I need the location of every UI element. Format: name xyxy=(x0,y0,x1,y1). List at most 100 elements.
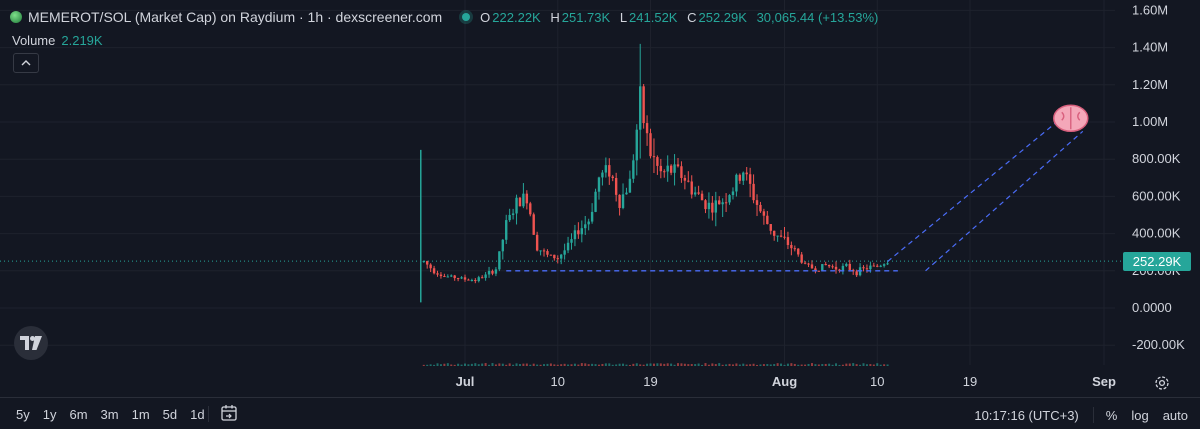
close-value: 252.29K xyxy=(698,9,747,25)
volume-bar xyxy=(536,364,539,366)
candle-body xyxy=(876,265,879,267)
candle-body xyxy=(470,280,474,282)
tradingview-logo-icon[interactable] xyxy=(14,326,48,360)
y-axis-tick-label: 1.20M xyxy=(1132,77,1168,92)
range-5d-button[interactable]: 5d xyxy=(162,407,178,422)
volume-bar xyxy=(563,363,566,366)
candle-body xyxy=(872,265,876,267)
candle-body xyxy=(566,242,570,251)
candle-body xyxy=(762,211,766,216)
volume-bar xyxy=(529,364,532,366)
volume-bar xyxy=(841,364,844,366)
volume-bar xyxy=(800,364,803,366)
log-scale-toggle[interactable]: log xyxy=(1131,407,1149,423)
candle-body xyxy=(779,235,783,237)
y-axis-tick-label: 1.00M xyxy=(1132,114,1168,129)
volume-bar xyxy=(433,364,436,366)
volume-bar xyxy=(804,364,807,366)
volume-bar xyxy=(464,363,466,366)
candle-body xyxy=(687,180,690,182)
candle-body xyxy=(772,230,776,236)
range-6m-button[interactable]: 6m xyxy=(69,407,88,422)
volume-bar xyxy=(622,363,625,366)
candle-body xyxy=(463,277,467,280)
candle-body xyxy=(752,183,755,201)
candle-body xyxy=(656,157,659,166)
candle-body xyxy=(426,261,429,265)
candle-body xyxy=(738,174,742,181)
candle-body xyxy=(865,268,869,270)
candle-body xyxy=(810,264,814,269)
go-to-date-calendar-icon[interactable] xyxy=(220,404,238,422)
volume-bar xyxy=(508,363,511,366)
auto-scale-toggle[interactable]: auto xyxy=(1162,407,1188,423)
volume-bar xyxy=(632,363,635,366)
volume-bar xyxy=(810,363,813,366)
volume-bar xyxy=(635,363,638,366)
ohlc-values: O 222.22K H 251.73K L 241.52K C 252.29K 30,0… xyxy=(480,9,879,25)
candle-body xyxy=(827,264,831,267)
collapse-legend-button[interactable] xyxy=(13,53,39,73)
volume-bar xyxy=(869,364,872,366)
candle-body xyxy=(474,280,477,282)
x-axis-tick-label: Aug xyxy=(772,374,797,389)
candle-body xyxy=(821,264,824,271)
pair-logo-icon xyxy=(10,11,22,23)
range-1m-button[interactable]: 1m xyxy=(131,407,150,422)
volume-label: Volume xyxy=(12,33,56,48)
chart-settings-gear-icon[interactable] xyxy=(1153,374,1171,392)
volume-bar xyxy=(443,363,446,366)
volume-bar xyxy=(439,364,442,366)
x-axis-tick-label: Jul xyxy=(456,374,475,389)
volume-bar xyxy=(855,364,858,366)
candle-body xyxy=(718,200,721,205)
candle-body xyxy=(680,166,683,178)
brain-icon xyxy=(1053,104,1089,133)
candle-body xyxy=(539,250,542,252)
candle-body xyxy=(869,265,872,270)
candle-body xyxy=(535,234,539,251)
volume-bar xyxy=(597,364,600,366)
candle-body xyxy=(604,165,608,173)
volume-bar xyxy=(522,363,525,366)
candle-body xyxy=(745,172,748,175)
candle-body xyxy=(731,191,735,196)
volume-bar xyxy=(426,364,429,366)
percent-scale-toggle[interactable]: % xyxy=(1105,407,1118,423)
volume-bar xyxy=(687,364,690,366)
range-1y-button[interactable]: 1y xyxy=(42,407,57,422)
scale-controls: 10:17:16 (UTC+3) % log auto xyxy=(974,407,1188,423)
candle-body xyxy=(707,202,711,210)
volume-bar xyxy=(639,364,642,366)
volume-bar xyxy=(865,364,868,366)
volume-legend: Volume 2.219K xyxy=(12,33,103,48)
candle-body xyxy=(659,165,663,172)
volume-bar xyxy=(725,364,728,366)
range-5y-button[interactable]: 5y xyxy=(16,407,30,422)
candle-body xyxy=(590,211,594,222)
volume-bar xyxy=(835,363,838,366)
candle-body xyxy=(814,268,817,271)
volume-bar xyxy=(780,363,783,366)
volume-bar xyxy=(883,364,886,366)
y-axis-tick-label: 1.60M xyxy=(1132,2,1168,17)
candle-body xyxy=(714,200,717,213)
volume-bar xyxy=(859,364,862,366)
candle-body xyxy=(570,239,573,243)
candle-body xyxy=(494,269,498,274)
volume-bar xyxy=(704,363,707,366)
candle-body xyxy=(467,279,470,281)
candlestick-chart[interactable]: 1.60M 1.40M 1.20M 1.00M 800.00K 600.00K 400.00… xyxy=(0,0,1200,398)
volume-bar xyxy=(663,363,666,366)
candle-body xyxy=(515,197,518,214)
candle-body xyxy=(817,270,821,272)
volume-bar xyxy=(453,364,456,366)
volume-bar xyxy=(573,363,576,366)
range-3m-button[interactable]: 3m xyxy=(100,407,119,422)
candle-body xyxy=(477,277,480,282)
volume-bar xyxy=(807,363,810,366)
volume-bar xyxy=(580,363,583,366)
candle-body xyxy=(766,215,769,225)
volume-bar xyxy=(762,364,765,366)
range-1d-button[interactable]: 1d xyxy=(190,407,205,422)
